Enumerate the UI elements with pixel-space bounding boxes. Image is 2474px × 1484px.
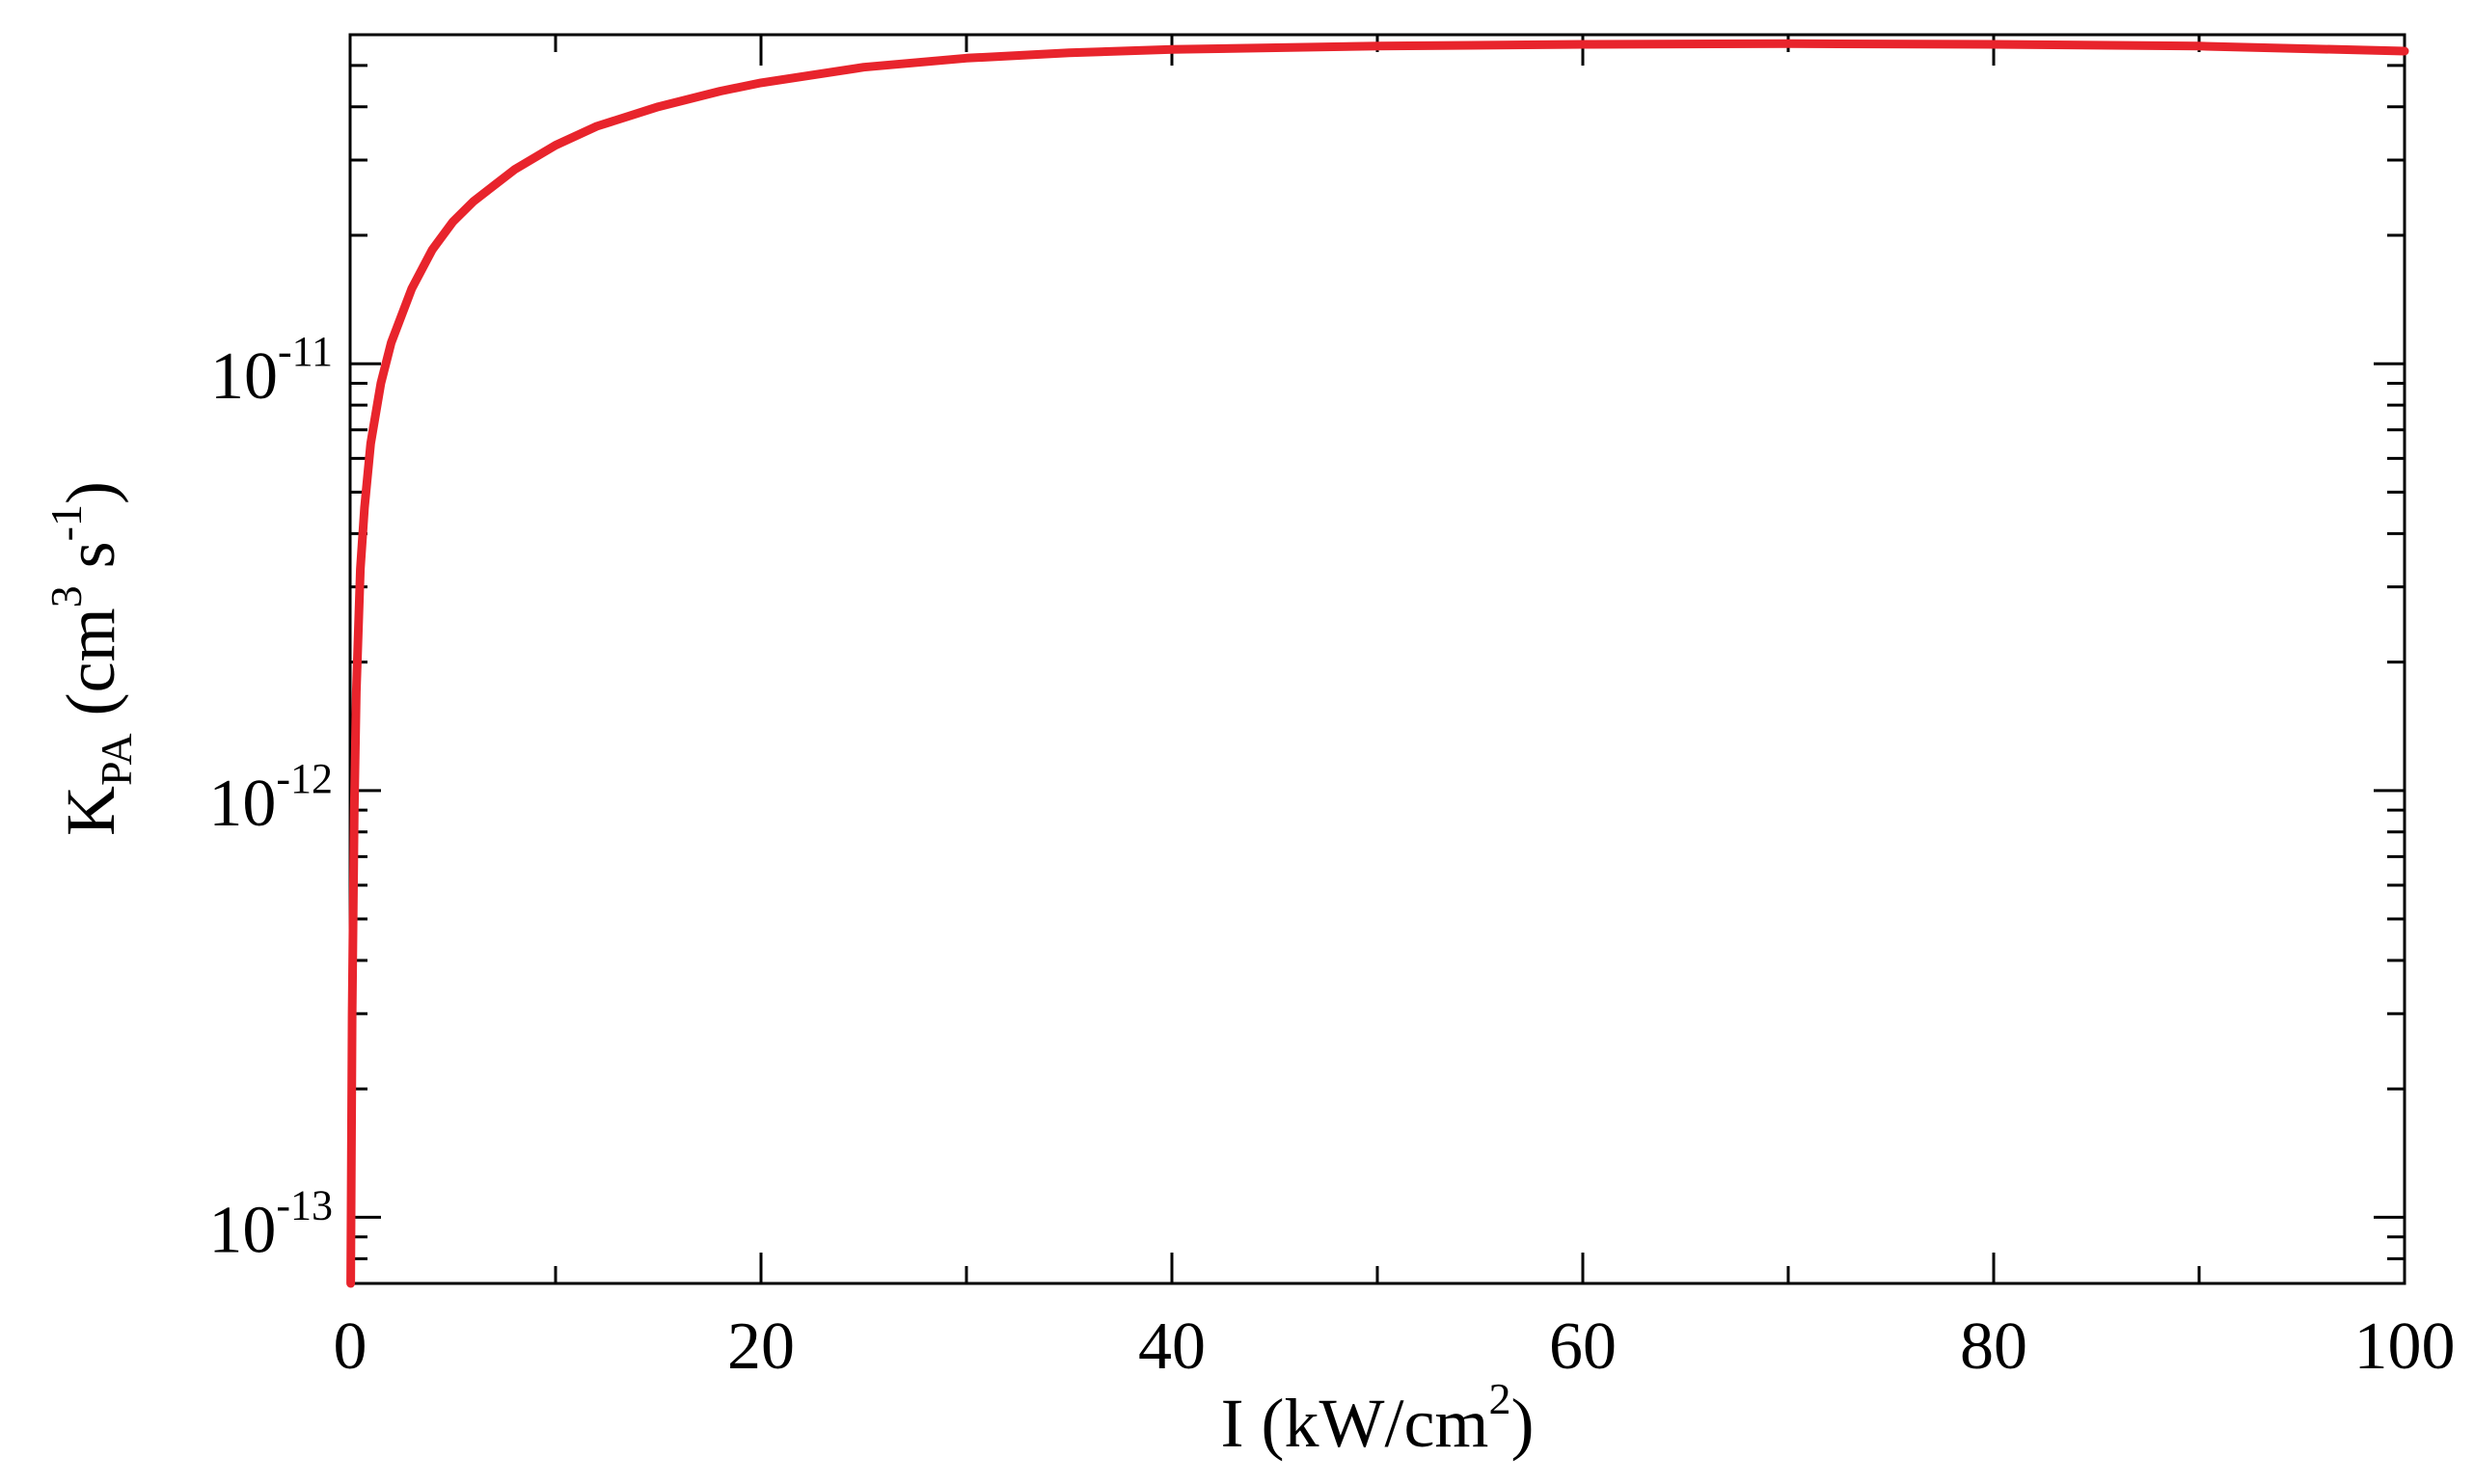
plot-frame bbox=[348, 33, 2406, 1285]
y-tick-label: 10-13 bbox=[208, 1181, 333, 1267]
y-axis-label: KPA (cm3 s-1) bbox=[41, 481, 141, 836]
axis-ticks bbox=[348, 35, 2406, 1285]
y-tick-labels: 10-13 10-12 10-11 bbox=[208, 328, 333, 1267]
y-tick-label: 10-12 bbox=[208, 755, 333, 841]
x-tick-label: 60 bbox=[1549, 1309, 1617, 1384]
x-tick-labels: 0 20 40 60 80 100 bbox=[334, 1309, 2456, 1384]
y-tick-label: 10-11 bbox=[210, 328, 333, 414]
x-tick-label: 0 bbox=[334, 1309, 367, 1384]
series-line bbox=[346, 39, 2409, 1288]
x-tick-label: 20 bbox=[727, 1309, 795, 1384]
x-axis-label: I (kW/cm2) bbox=[1221, 1374, 1535, 1462]
x-tick-label: 80 bbox=[1960, 1309, 2027, 1384]
series-lines bbox=[346, 39, 2409, 1288]
x-tick-label: 40 bbox=[1138, 1309, 1206, 1384]
x-tick-label: 100 bbox=[2354, 1309, 2456, 1384]
